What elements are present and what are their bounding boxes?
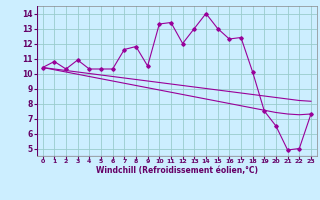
X-axis label: Windchill (Refroidissement éolien,°C): Windchill (Refroidissement éolien,°C)	[96, 166, 258, 175]
